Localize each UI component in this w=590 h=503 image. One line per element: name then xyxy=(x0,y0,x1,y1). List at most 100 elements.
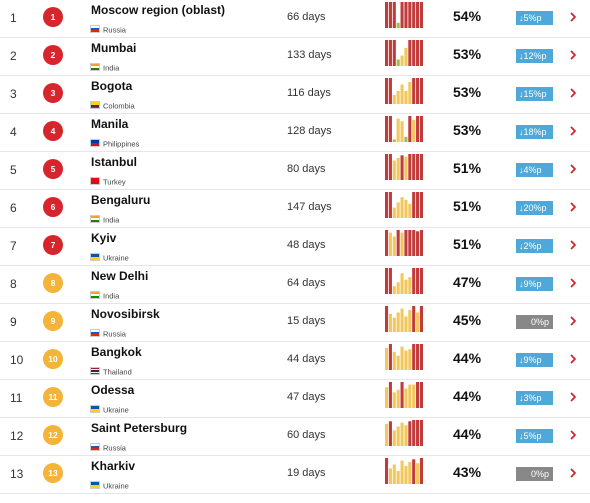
rank-badge: 13 xyxy=(43,463,63,483)
rank-number: 13 xyxy=(10,467,24,481)
chevron-right-icon[interactable] xyxy=(570,48,577,62)
sparkline-bar xyxy=(400,121,404,142)
sparkline-chart xyxy=(385,116,423,142)
sparkline-bar xyxy=(388,40,392,66)
rank-number: 1 xyxy=(10,11,17,25)
sparkline-bar xyxy=(408,309,412,332)
sparkline-bar xyxy=(419,2,423,28)
country-line: Russia xyxy=(90,439,126,452)
country-name: India xyxy=(103,215,120,225)
rank-badge: 3 xyxy=(43,83,63,103)
city-name: Bangkok xyxy=(91,345,142,359)
ranking-row-13[interactable]: 13 13 Kharkiv Ukraine 19 days 43% 0%p xyxy=(0,456,590,494)
sparkline-bar xyxy=(385,2,389,28)
sparkline-bar xyxy=(396,59,400,66)
sparkline-bar xyxy=(408,154,412,180)
sparkline-bar xyxy=(396,230,400,256)
chevron-right-icon[interactable] xyxy=(570,314,577,328)
rank-number: 8 xyxy=(10,277,17,291)
ranking-row-11[interactable]: 11 11 Odessa Ukraine 47 days 44% ↓3%p xyxy=(0,380,590,418)
sparkline-bar xyxy=(412,344,416,370)
sparkline-bar xyxy=(408,461,412,484)
sparkline-bar xyxy=(416,2,420,28)
country-name: Philippines xyxy=(103,139,140,149)
percentage-value: 53% xyxy=(453,46,482,62)
sparkline-bar xyxy=(392,236,396,256)
chevron-right-icon[interactable] xyxy=(570,276,577,290)
sparkline-bar xyxy=(412,230,416,256)
sparkline-bar xyxy=(400,197,404,218)
sparkline-bar xyxy=(404,425,408,446)
ranking-row-8[interactable]: 8 8 New Delhi India 64 days 47% ↓9%p xyxy=(0,266,590,304)
ranking-row-10[interactable]: 10 10 Bangkok Thailand 44 days 44% ↓9%p xyxy=(0,342,590,380)
days-value: 47 days xyxy=(287,391,326,403)
sparkline-bar xyxy=(392,139,396,142)
sparkline-bar xyxy=(385,423,389,446)
percentage-value: 51% xyxy=(453,236,482,252)
sparkline-bar xyxy=(404,316,408,332)
russia-flag-icon xyxy=(90,328,100,337)
sparkline-bar xyxy=(404,136,408,142)
sparkline-bar xyxy=(416,192,420,218)
sparkline-bar xyxy=(396,22,400,28)
rank-badge: 5 xyxy=(43,159,63,179)
sparkline-bar xyxy=(412,40,416,66)
chevron-right-icon[interactable] xyxy=(570,86,577,100)
rank-number: 12 xyxy=(10,429,24,443)
chevron-right-icon[interactable] xyxy=(570,10,577,24)
india-flag-icon xyxy=(90,290,100,299)
ranking-row-9[interactable]: 9 9 Novosibirsk Russia 15 days 45% 0%p xyxy=(0,304,590,342)
chevron-right-icon[interactable] xyxy=(570,466,577,480)
sparkline-chart xyxy=(385,78,423,104)
sparkline-bar xyxy=(419,230,423,256)
chevron-right-icon[interactable] xyxy=(570,162,577,176)
sparkline-bar xyxy=(412,2,416,28)
city-name: Bogota xyxy=(91,79,133,93)
sparkline-bar xyxy=(396,91,400,104)
sparkline-bar xyxy=(419,268,423,294)
change-badge: 0%p xyxy=(516,315,553,329)
sparkline-bar xyxy=(416,231,420,256)
sparkline-bar xyxy=(412,420,416,446)
chevron-right-icon[interactable] xyxy=(570,200,577,214)
sparkline-chart xyxy=(385,192,423,218)
ranking-row-3[interactable]: 3 3 Bogota Colombia 116 days 53% ↓15%p xyxy=(0,76,590,114)
change-badge: ↓12%p xyxy=(516,49,553,63)
country-line: Ukraine xyxy=(90,477,129,490)
sparkline-bar xyxy=(400,460,404,484)
chevron-right-icon[interactable] xyxy=(570,124,577,138)
sparkline-bar xyxy=(404,156,408,180)
ranking-row-6[interactable]: 6 6 Bengaluru India 147 days 51% ↓20%p xyxy=(0,190,590,228)
rank-number: 11 xyxy=(10,391,23,405)
country-line: Russia xyxy=(90,325,126,338)
chevron-right-icon[interactable] xyxy=(570,238,577,252)
ranking-row-1[interactable]: 1 1 Moscow region (oblast) Russia 66 day… xyxy=(0,0,590,38)
sparkline-bar xyxy=(416,40,420,66)
ranking-row-7[interactable]: 7 7 Kyiv Ukraine 48 days 51% ↓2%p xyxy=(0,228,590,266)
country-line: Ukraine xyxy=(90,401,129,415)
rank-number: 6 xyxy=(10,201,17,215)
country-name: India xyxy=(103,63,120,73)
country-line: India xyxy=(90,59,120,73)
sparkline-chart xyxy=(385,230,423,256)
sparkline-bar xyxy=(416,78,420,104)
sparkline-bar xyxy=(392,430,396,446)
ranking-row-4[interactable]: 4 4 Manila Philippines 128 days 53% ↓18%… xyxy=(0,114,590,152)
percentage-value: 51% xyxy=(453,198,482,214)
ranking-row-12[interactable]: 12 12 Saint Petersburg Russia 60 days 44… xyxy=(0,418,590,456)
percentage-value: 54% xyxy=(453,8,482,24)
rank-number: 3 xyxy=(10,87,17,101)
sparkline-bar xyxy=(388,2,392,28)
country-name: Ukraine xyxy=(103,405,129,415)
russia-flag-icon xyxy=(90,442,100,451)
ranking-row-5[interactable]: 5 5 Istanbul Turkey 80 days 51% ↓4%p xyxy=(0,152,590,190)
sparkline-bar xyxy=(419,154,423,180)
chevron-right-icon[interactable] xyxy=(570,352,577,366)
chevron-right-icon[interactable] xyxy=(570,390,577,404)
ranking-row-2[interactable]: 2 2 Mumbai India 133 days 53% ↓12%p xyxy=(0,38,590,76)
rank-badge: 6 xyxy=(43,197,63,217)
country-name: India xyxy=(103,291,120,301)
chevron-right-icon[interactable] xyxy=(570,428,577,442)
sparkline-bar xyxy=(412,268,416,294)
sparkline-bar xyxy=(408,349,412,370)
